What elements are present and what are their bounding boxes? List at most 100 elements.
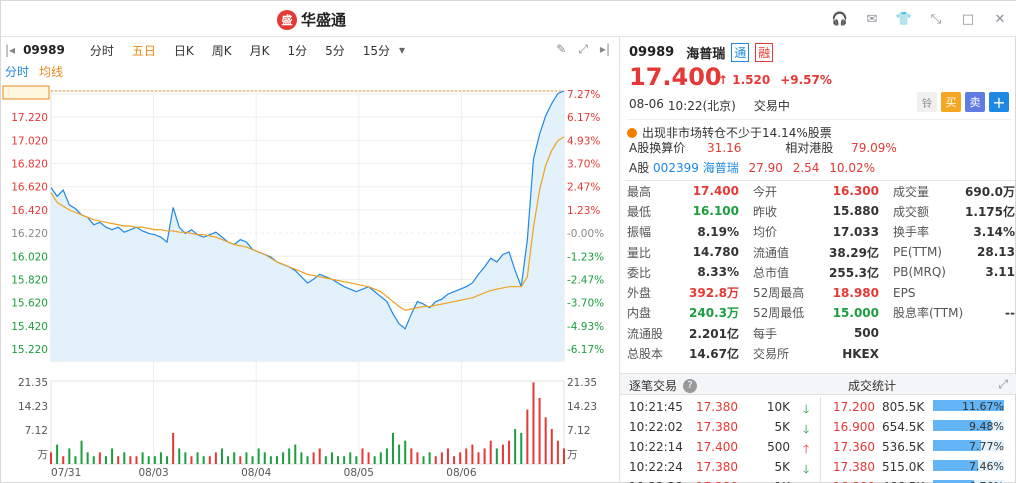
- volume-bar: [563, 448, 565, 464]
- volume-bar: [538, 397, 541, 464]
- volume-bar: [282, 452, 285, 464]
- a-share-label: A股: [629, 161, 650, 175]
- buy-button[interactable]: 买: [941, 92, 961, 112]
- a-share-code[interactable]: 002399: [653, 161, 699, 175]
- stat-label: 振幅: [627, 225, 652, 240]
- a-share-name[interactable]: 海普瑞: [702, 161, 739, 175]
- volume-bar: [312, 452, 315, 464]
- volume-bar: [483, 448, 486, 464]
- collapse-icon[interactable]: |◂: [5, 43, 16, 57]
- volume-bar: [245, 452, 248, 464]
- y-right-tick-label: -0.00%: [567, 228, 604, 240]
- last-price: 17.400: [629, 63, 722, 91]
- period-tab[interactable]: 1分: [287, 43, 308, 58]
- change-percent: +9.57%: [780, 73, 832, 87]
- legend-avg[interactable]: 均线: [39, 65, 64, 79]
- tick-tab[interactable]: 逐笔交易 ?: [629, 377, 698, 394]
- period-tab[interactable]: 周K: [211, 43, 232, 58]
- tick-price: 17.380: [696, 460, 738, 474]
- mail-icon[interactable]: ✉: [866, 11, 878, 27]
- volume-bar: [251, 456, 254, 464]
- dist-price: 17.360: [833, 440, 875, 454]
- intraday-chart[interactable]: 17.4007.27%17.2206.17%17.0204.93%16.8203…: [1, 81, 618, 483]
- dist-volume: 515.0K: [882, 460, 925, 474]
- volume-bar: [86, 452, 89, 464]
- stat-value: --: [1005, 305, 1015, 320]
- fullscreen-icon[interactable]: ⤢: [578, 42, 588, 56]
- tick-time: 10:21:45: [629, 400, 683, 414]
- arrow-up-icon: 🡑: [803, 442, 810, 456]
- dist-bar: [933, 460, 979, 471]
- volume-bar: [361, 448, 364, 464]
- dist-percent: 7.46%: [969, 460, 1004, 473]
- headset-icon[interactable]: 🎧: [831, 11, 849, 27]
- y-right-tick-label: 2.47%: [567, 182, 600, 194]
- maximize-icon[interactable]: □: [961, 11, 975, 27]
- stat-value: 16.300: [832, 184, 879, 199]
- tick-row: 10:22:14 17.400 500 🡑 17.360 536.5K 7.77%: [620, 437, 1016, 457]
- shirt-icon[interactable]: 👕: [895, 11, 913, 27]
- stat-value: 255.3亿: [829, 265, 879, 280]
- stat-label: PE(TTM): [893, 245, 942, 260]
- vol-tick-label: 万: [38, 449, 49, 461]
- connect-badge: 通: [731, 43, 750, 62]
- legend-price[interactable]: 分时: [5, 65, 30, 79]
- stat-label: 股息率(TTM): [893, 306, 964, 321]
- expand-right-icon[interactable]: ▸|: [599, 42, 610, 56]
- stat-value: 16.100: [692, 204, 739, 219]
- volume-bar: [50, 452, 52, 464]
- dist-tab[interactable]: 成交统计: [848, 379, 897, 393]
- stat-value: 392.8万: [689, 286, 739, 301]
- stat-value: 15.000: [832, 305, 879, 320]
- tick-volume: 1K: [774, 480, 790, 483]
- pencil-icon[interactable]: ✎: [556, 42, 567, 56]
- dist-bar: [933, 420, 991, 431]
- vol-tick-label: 7.12: [25, 425, 48, 437]
- volume-bar: [453, 456, 456, 464]
- period-tab[interactable]: 日K: [173, 43, 194, 58]
- volume-bar: [123, 452, 126, 464]
- arrow-down-icon: 🡓: [803, 462, 810, 476]
- close-icon[interactable]: ✕: [994, 11, 1006, 27]
- window-controls: 🎧 ✉ 👕 ⤡ □ ✕: [831, 10, 1009, 28]
- expand-icon[interactable]: ⤢: [998, 377, 1008, 391]
- warning-dot-icon: [627, 127, 637, 138]
- help-icon[interactable]: ?: [683, 378, 698, 393]
- add-watchlist-button[interactable]: +: [989, 92, 1009, 112]
- avg-line: [50, 136, 565, 311]
- period-tab[interactable]: 5分: [325, 43, 345, 58]
- stat-row: 量比 14.780 流通值 38.29亿 PE(TTM) 28.13: [625, 242, 1015, 262]
- stat-row: 最低 16.100 昨收 15.880 成交额 1.175亿: [625, 201, 1015, 221]
- alert-bell-icon[interactable]: 铃: [917, 92, 937, 112]
- period-tab[interactable]: 15分: [362, 43, 391, 58]
- period-tab[interactable]: 分时: [89, 43, 114, 58]
- volume-bar: [68, 448, 71, 464]
- stat-label: 52周最低: [753, 306, 805, 321]
- y-right-tick-label: -3.70%: [567, 298, 604, 310]
- volume-bar: [416, 452, 419, 464]
- stat-row: 最高 17.400 今开 16.300 成交量 690.0万: [625, 181, 1015, 201]
- quote-name: 海普瑞: [686, 47, 726, 62]
- volume-bar: [98, 452, 101, 464]
- a-share-percent: 10.02%: [829, 161, 876, 175]
- volume-bar: [367, 452, 370, 464]
- tick-volume: 5K: [774, 420, 790, 434]
- volume-bar: [410, 448, 413, 464]
- y-right-tick-label: -1.23%: [567, 251, 604, 263]
- stat-value: 17.400: [692, 184, 739, 199]
- tick-row: 10:22:24 17.380 5K 🡓 17.380 515.0K 7.46%: [620, 457, 1016, 477]
- arrow-down-icon: 🡓: [803, 402, 810, 416]
- stat-value: 690.0万: [965, 184, 1015, 199]
- quote-header: 09989 海普瑞 通 融: [629, 43, 774, 62]
- shrink-icon[interactable]: ⤡: [930, 11, 942, 27]
- price-area: [51, 91, 564, 361]
- quote-date: 08-06: [629, 97, 664, 111]
- sell-button[interactable]: 卖: [965, 92, 985, 112]
- period-tab[interactable]: 五日: [131, 43, 156, 58]
- period-dropdown-icon[interactable]: ▾: [399, 43, 406, 57]
- a-share-quote[interactable]: A股 002399 海普瑞 27.90 2.54 10.02%: [629, 159, 875, 176]
- y-tick-label: 16.020: [11, 251, 48, 263]
- period-tab[interactable]: 月K: [249, 43, 270, 58]
- x-tick-label: 07/31: [51, 467, 81, 479]
